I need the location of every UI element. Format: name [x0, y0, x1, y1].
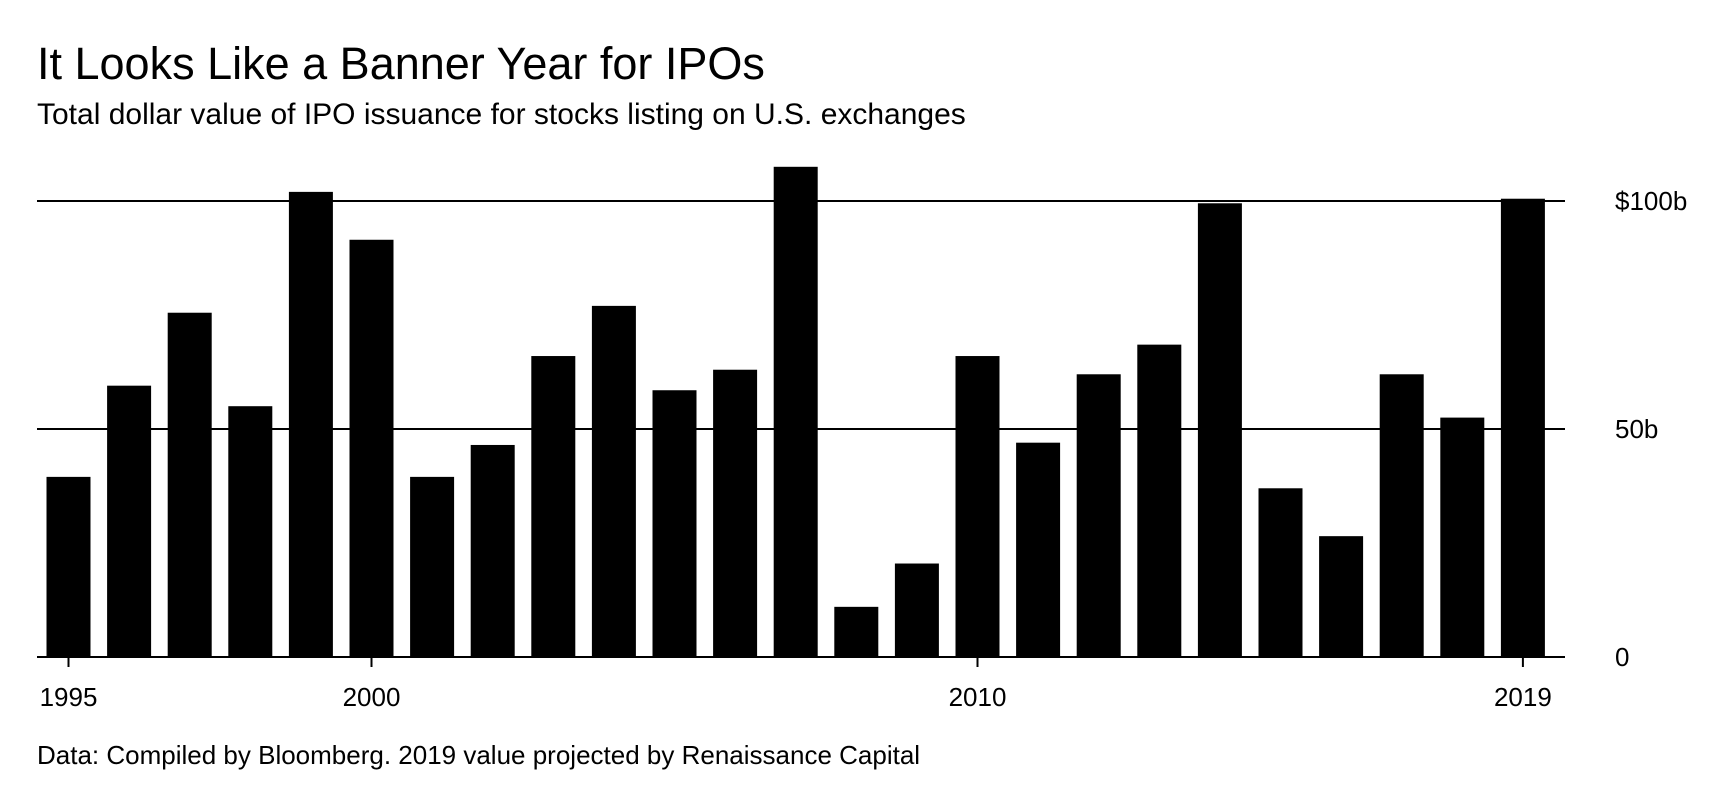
bar-2015: [1258, 488, 1303, 657]
bar-2006: [713, 369, 758, 657]
y-tick-label-50: 50b: [1615, 414, 1658, 444]
bar-2011: [1016, 442, 1061, 657]
bar-2009: [894, 563, 939, 657]
bar-2004: [591, 305, 636, 657]
bar-2013: [1137, 344, 1182, 657]
bar-2002: [470, 444, 515, 657]
source-note: Data: Compiled by Bloomberg. 2019 value …: [37, 740, 921, 770]
bar-2017: [1379, 374, 1424, 657]
bar-2018: [1440, 417, 1485, 657]
bar-2010: [955, 356, 1000, 657]
bar-1998: [228, 406, 273, 657]
x-tick-label-2019: 2019: [1494, 682, 1552, 712]
bar-2000: [349, 239, 394, 657]
bar-2019: [1500, 198, 1545, 657]
x-axis-labels: 1995 2000 2010 2019: [40, 682, 1552, 712]
x-tick-label-2000: 2000: [343, 682, 401, 712]
bar-2012: [1076, 374, 1121, 657]
bar-2008: [834, 606, 879, 657]
bar-1999: [288, 191, 333, 657]
y-tick-label-0: 0: [1615, 642, 1629, 672]
bar-1996: [107, 385, 152, 657]
bar-2001: [410, 476, 455, 657]
x-tick-label-1995: 1995: [40, 682, 98, 712]
y-axis-labels: 0 50b $100b: [1615, 186, 1687, 672]
bar-2007: [773, 166, 818, 658]
bar-2016: [1319, 536, 1364, 657]
bar-1997: [167, 312, 212, 657]
bar-1995: [46, 476, 91, 657]
bar-2005: [652, 390, 697, 657]
chart-title: It Looks Like a Banner Year for IPOs: [37, 38, 765, 89]
bar-2003: [531, 356, 576, 657]
y-tick-label-100: $100b: [1615, 186, 1687, 216]
bar-2014: [1197, 203, 1242, 657]
x-axis: [37, 656, 1565, 667]
bars: [46, 166, 1545, 658]
chart-subtitle: Total dollar value of IPO issuance for s…: [37, 98, 966, 131]
x-tick-label-2010: 2010: [949, 682, 1007, 712]
